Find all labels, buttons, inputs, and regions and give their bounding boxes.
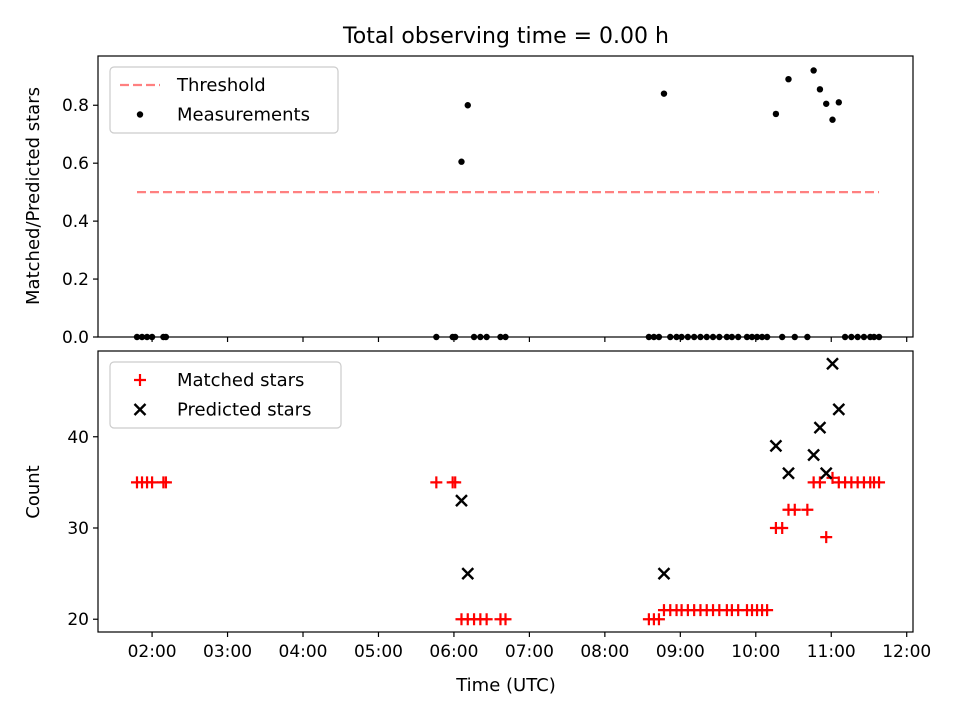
matched-star-point bbox=[826, 471, 839, 484]
matched-star-point bbox=[499, 613, 512, 626]
legend-box bbox=[109, 361, 342, 429]
plot-frame bbox=[97, 350, 914, 633]
x-tick-label: 06:00 bbox=[429, 642, 478, 662]
top-panel: 0.0 0.2 0.4 0.6 0.8 Threshold Measurements bbox=[62, 55, 914, 348]
x-tick-label: 09:00 bbox=[656, 642, 705, 662]
x-tick-label: 05:00 bbox=[354, 642, 403, 662]
measurement-point bbox=[772, 110, 780, 118]
measurement-point bbox=[785, 75, 792, 83]
bottom-panel: 02:00 03:00 04:00 05:00 06:00 07:00 08:00 09:00… bbox=[67, 350, 931, 662]
predicted-star-point bbox=[455, 494, 468, 507]
x-tick-label: 07:00 bbox=[505, 642, 554, 662]
matched-star-point bbox=[873, 476, 886, 489]
measurement-point bbox=[829, 116, 836, 123]
y-tick-label: 0.0 bbox=[62, 328, 89, 348]
matched-star-point bbox=[430, 476, 443, 489]
predicted-star-point bbox=[769, 439, 783, 453]
legend-label: Predicted stars bbox=[177, 400, 311, 421]
matched-star-point bbox=[652, 613, 665, 626]
predicted-star-point bbox=[133, 403, 147, 416]
matched-star-point bbox=[820, 531, 833, 544]
legend-label: Matched stars bbox=[177, 370, 304, 391]
x-tick-label: 03:00 bbox=[203, 642, 252, 662]
legend: Threshold Measurements bbox=[109, 66, 339, 134]
predicted-star-point bbox=[807, 448, 820, 462]
y-tick-label: 0.2 bbox=[62, 270, 89, 290]
plot-frame bbox=[97, 55, 914, 338]
x-tick-label: 08:00 bbox=[580, 642, 629, 662]
matched-star-point bbox=[761, 604, 774, 617]
predicted-star-point bbox=[461, 567, 475, 580]
measurement-point bbox=[660, 90, 668, 97]
matched-star-point bbox=[449, 476, 462, 489]
matched-star-point bbox=[159, 476, 172, 489]
predicted-star-point bbox=[832, 403, 846, 416]
x-tick-label: 12:00 bbox=[882, 642, 931, 662]
matched-star-point bbox=[813, 476, 826, 489]
x-tick-label: 11:00 bbox=[807, 642, 856, 662]
top-y-axis-label: Matched/Predicted stars bbox=[23, 87, 44, 305]
matched-star-point bbox=[788, 503, 801, 516]
measurement-point bbox=[816, 86, 824, 93]
matched-star-point bbox=[134, 374, 146, 386]
measurement-point bbox=[835, 99, 842, 106]
legend-box bbox=[109, 66, 339, 134]
bottom-y-axis-label: Count bbox=[23, 465, 44, 518]
y-tick-label: 20 bbox=[67, 610, 89, 630]
measurement-point bbox=[810, 67, 817, 74]
chart-title: Total observing time = 0.00 h bbox=[342, 24, 669, 49]
y-tick-label: 30 bbox=[67, 519, 89, 539]
y-tick-label: 0.8 bbox=[62, 96, 89, 116]
predicted-star-point bbox=[813, 421, 827, 434]
legend-label: Measurements bbox=[177, 105, 310, 126]
x-tick-label: 04:00 bbox=[279, 642, 328, 662]
measurement-point bbox=[823, 100, 830, 107]
legend-label: Threshold bbox=[176, 75, 266, 96]
measurement-point bbox=[458, 158, 465, 165]
legend: Matched stars Predicted stars bbox=[109, 361, 342, 429]
predicted-star-point bbox=[826, 357, 839, 371]
y-tick-label: 0.4 bbox=[62, 212, 89, 232]
y-tick-label: 0.6 bbox=[62, 154, 89, 174]
predicted-star-point bbox=[657, 567, 671, 580]
matched-star-point bbox=[776, 521, 789, 534]
x-axis-label: Time (UTC) bbox=[455, 675, 556, 696]
x-tick-label: 02:00 bbox=[128, 642, 177, 662]
matched-star-point bbox=[146, 476, 159, 489]
measurement-point bbox=[464, 102, 471, 109]
measurement-point bbox=[136, 111, 144, 118]
predicted-star-point bbox=[819, 466, 833, 480]
x-tick-label: 10:00 bbox=[731, 642, 780, 662]
y-tick-label: 40 bbox=[67, 428, 89, 448]
matched-star-point bbox=[801, 503, 814, 516]
predicted-star-point bbox=[782, 466, 795, 480]
matched-star-point bbox=[480, 613, 493, 626]
